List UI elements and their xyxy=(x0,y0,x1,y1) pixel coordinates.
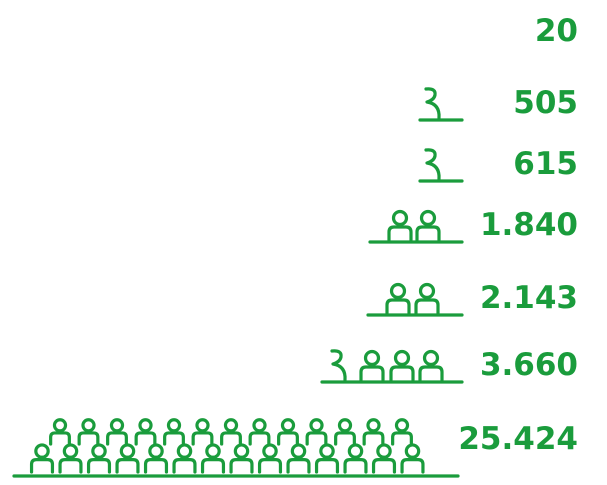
person-icon xyxy=(49,418,71,446)
person-icon xyxy=(305,418,328,446)
person-icon xyxy=(400,443,425,474)
person-icon xyxy=(191,418,214,446)
person-icon xyxy=(143,443,169,474)
person-icon xyxy=(200,443,226,474)
person-icon xyxy=(115,443,140,474)
person-icon xyxy=(418,349,444,382)
person-icon xyxy=(334,418,356,446)
person-icon xyxy=(163,418,185,446)
value-label: 25.424 xyxy=(458,421,578,457)
pictogram-row-6: 3.660 xyxy=(320,347,578,384)
value-label: 505 xyxy=(513,85,578,121)
person-icon xyxy=(58,443,83,474)
person-icon xyxy=(387,209,413,242)
pictogram-row-5: 2.143 xyxy=(366,280,578,317)
person-icon xyxy=(248,418,271,446)
person-icon xyxy=(172,443,197,474)
person-icon xyxy=(286,443,311,474)
value-label: 20 xyxy=(535,13,578,49)
person-icon xyxy=(362,418,385,446)
person-icon xyxy=(343,443,368,474)
person-icon xyxy=(86,443,112,474)
person-icon-partial xyxy=(330,349,347,382)
pictogram-row-3: 615 xyxy=(418,146,578,183)
value-label: 2.143 xyxy=(480,280,578,316)
value-label: 615 xyxy=(513,146,578,182)
person-icon xyxy=(359,349,385,382)
person-icon-partial xyxy=(424,87,441,120)
person-icon xyxy=(220,418,242,446)
pictogram-row-7: 25.424 xyxy=(12,418,578,478)
value-label: 1.840 xyxy=(480,207,578,243)
person-icon xyxy=(385,282,411,315)
person-icon xyxy=(414,282,440,315)
value-label: 3.660 xyxy=(480,347,578,383)
person-icon xyxy=(415,209,441,242)
person-icon xyxy=(314,443,340,474)
person-icon xyxy=(134,418,157,446)
pictogram-row-2: 505 xyxy=(418,85,578,122)
person-icon xyxy=(391,418,413,446)
pictogram-row-1: 20 xyxy=(535,13,578,49)
person-icon-partial xyxy=(424,148,441,181)
person-icon xyxy=(106,418,128,446)
person-icon xyxy=(371,443,397,474)
person-icon xyxy=(29,443,55,474)
person-icon xyxy=(389,349,415,382)
pictogram-row-4: 1.840 xyxy=(368,207,578,244)
person-icon xyxy=(77,418,100,446)
person-icon xyxy=(257,443,283,474)
person-icon xyxy=(277,418,299,446)
person-icon xyxy=(229,443,254,474)
